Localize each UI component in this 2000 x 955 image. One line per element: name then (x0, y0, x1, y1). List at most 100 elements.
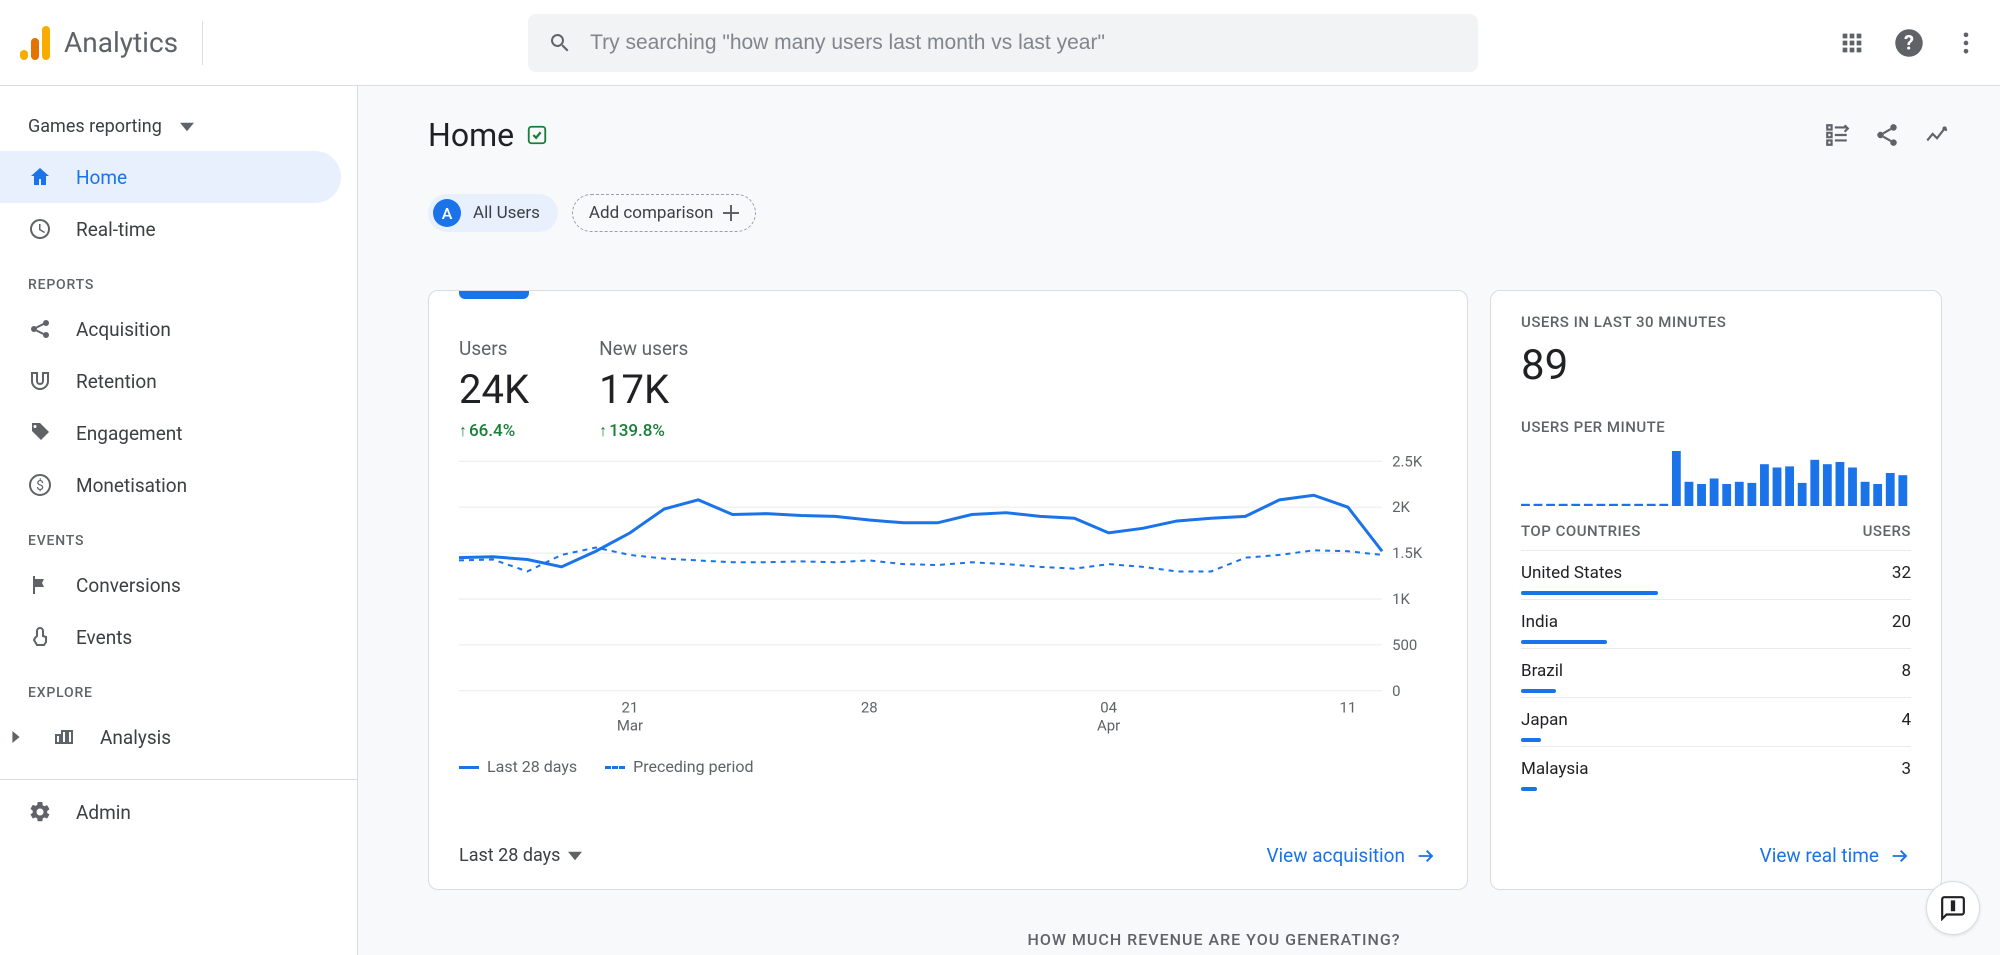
nav-monetisation[interactable]: $ Monetisation (0, 459, 341, 511)
metric-delta: ↑ 139.8% (599, 421, 688, 441)
country-name: Japan (1521, 710, 1568, 730)
feedback-button[interactable] (1926, 881, 1980, 935)
property-label: Games reporting (28, 116, 162, 137)
nav-realtime[interactable]: Real-time (0, 203, 341, 255)
product-name: Analytics (64, 26, 178, 59)
analytics-logo-icon (20, 26, 50, 60)
date-range-picker[interactable]: Last 28 days (459, 845, 582, 866)
tab-indicator (459, 291, 529, 299)
nav-label: Retention (76, 370, 157, 393)
card-users-overview: Users 24K ↑ 66.4% New users 17K ↑ 139.8% (428, 290, 1468, 890)
nav-label: Events (76, 626, 132, 649)
header-actions: ? (1838, 28, 1980, 58)
rt-row[interactable]: India 20 (1521, 600, 1911, 649)
rt-bar (1521, 689, 1556, 693)
th-users: USERS (1863, 522, 1911, 540)
metric-label: New users (599, 337, 688, 360)
more-vert-icon[interactable] (1952, 29, 1980, 57)
country-users: 4 (1901, 710, 1911, 730)
arrow-right-icon (1415, 845, 1437, 867)
svg-text:500: 500 (1392, 636, 1417, 654)
view-realtime-link[interactable]: View real time (1760, 844, 1911, 867)
nav-acquisition[interactable]: Acquisition (0, 303, 341, 355)
country-name: India (1521, 612, 1558, 632)
main-content: Home A All Users Add comparison Users 24… (358, 86, 2000, 955)
svg-text:1.5K: 1.5K (1392, 544, 1423, 562)
logo[interactable]: Analytics (20, 21, 203, 65)
metrics-row: Users 24K ↑ 66.4% New users 17K ↑ 139.8% (459, 337, 1437, 441)
nav-label: Conversions (76, 574, 181, 597)
chart-svg: 05001K1.5K2K2.5K21Mar2804Apr11 (459, 451, 1437, 741)
svg-text:28: 28 (861, 699, 878, 717)
home-icon (28, 165, 52, 189)
card-footer: Last 28 days View acquisition (459, 844, 1437, 867)
share-icon[interactable] (1874, 122, 1900, 148)
country-users: 8 (1901, 661, 1911, 681)
page-title: Home (428, 116, 548, 154)
delta-value: 139.8% (609, 421, 665, 441)
view-acquisition-link[interactable]: View acquisition (1266, 844, 1437, 867)
svg-text:21: 21 (622, 699, 639, 717)
country-users: 20 (1892, 612, 1911, 632)
metric-new-users[interactable]: New users 17K ↑ 139.8% (599, 337, 688, 441)
gear-icon (28, 800, 52, 824)
sidebar: Games reporting Home Real-time REPORTS A… (0, 86, 358, 955)
nav-conversions[interactable]: Conversions (0, 559, 341, 611)
arrow-up-icon: ↑ (599, 421, 607, 441)
share-nodes-icon (28, 317, 52, 341)
page-header: Home (428, 86, 2000, 154)
sparkline (1521, 446, 1911, 506)
insights-icon[interactable] (1924, 122, 1950, 148)
date-range-label: Last 28 days (459, 845, 560, 866)
svg-text:0: 0 (1392, 682, 1400, 700)
rt-bar (1521, 787, 1537, 791)
chevron-right-icon (10, 731, 22, 743)
nav-home[interactable]: Home (0, 151, 341, 203)
nav-analysis[interactable]: Analysis (0, 711, 341, 763)
customize-icon[interactable] (1824, 122, 1850, 148)
svg-text:11: 11 (1340, 699, 1357, 717)
rt-bar (1521, 738, 1541, 742)
rt-row[interactable]: Japan 4 (1521, 698, 1911, 747)
nav-admin[interactable]: Admin (0, 786, 341, 838)
card-realtime: USERS IN LAST 30 MINUTES 89 USERS PER MI… (1490, 290, 1942, 890)
arrow-right-icon (1889, 845, 1911, 867)
svg-text:2K: 2K (1392, 498, 1410, 516)
nav-events[interactable]: Events (0, 611, 341, 663)
rt-row[interactable]: Brazil 8 (1521, 649, 1911, 698)
nav-label: Home (76, 166, 127, 189)
search-icon (548, 31, 572, 55)
users-chart: 05001K1.5K2K2.5K21Mar2804Apr11 (459, 451, 1437, 741)
nav-retention[interactable]: Retention (0, 355, 341, 407)
nav-engagement[interactable]: Engagement (0, 407, 341, 459)
bar-chart-icon (52, 725, 76, 749)
legend-label: Last 28 days (487, 757, 577, 776)
chip-all-users[interactable]: A All Users (428, 194, 558, 232)
svg-text:04: 04 (1100, 699, 1117, 717)
chip-add-comparison[interactable]: Add comparison (572, 194, 757, 232)
country-name: Brazil (1521, 661, 1563, 681)
verified-icon (526, 124, 548, 146)
metric-value: 24K (459, 366, 529, 413)
rt-row[interactable]: United States 32 (1521, 551, 1911, 600)
rt-rows: United States 32 India 20 Brazil 8 Japan… (1521, 551, 1911, 795)
search-input[interactable] (590, 31, 1458, 55)
apps-icon[interactable] (1838, 29, 1866, 57)
metric-users[interactable]: Users 24K ↑ 66.4% (459, 337, 529, 441)
property-selector[interactable]: Games reporting (0, 102, 357, 151)
metric-delta: ↑ 66.4% (459, 421, 529, 441)
clock-icon (28, 217, 52, 241)
rt-bar (1521, 640, 1607, 644)
link-label: View real time (1760, 844, 1879, 867)
rt-row[interactable]: Malaysia 3 (1521, 747, 1911, 795)
nav-label: Monetisation (76, 474, 187, 497)
page-actions (1824, 122, 1950, 148)
nav-label: Engagement (76, 422, 183, 445)
cards-row: Users 24K ↑ 66.4% New users 17K ↑ 139.8% (428, 290, 2000, 890)
magnet-icon (28, 369, 52, 393)
help-icon[interactable]: ? (1894, 28, 1924, 58)
card-footer: View real time (1521, 844, 1911, 867)
app-header: Analytics ? (0, 0, 2000, 86)
search-bar[interactable] (528, 14, 1478, 72)
filter-row: A All Users Add comparison (428, 194, 2000, 232)
